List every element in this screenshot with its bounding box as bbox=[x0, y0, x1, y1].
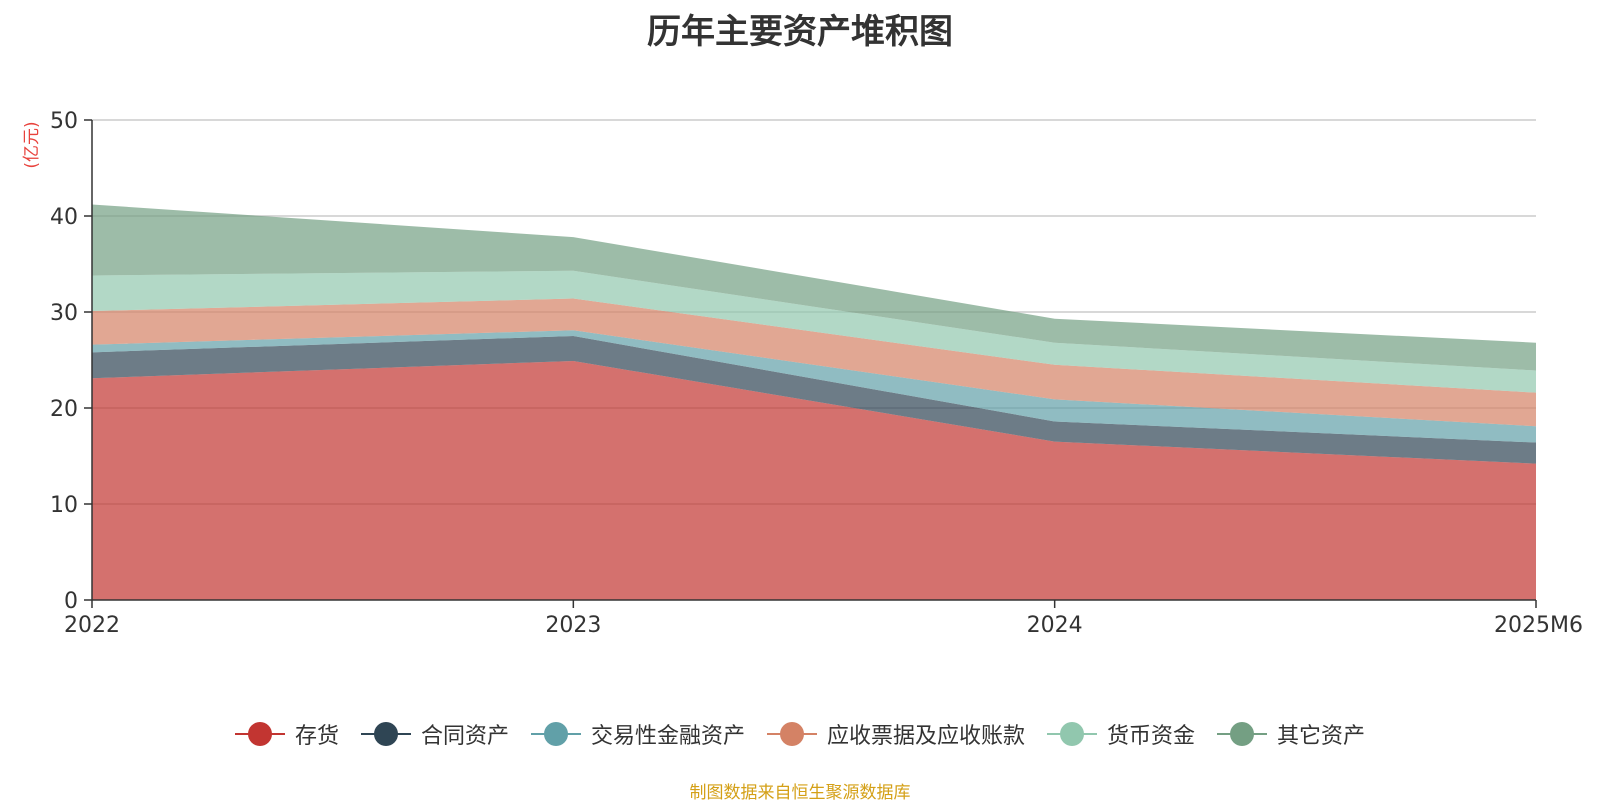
legend-item[interactable]: 其它资产 bbox=[1217, 718, 1365, 750]
y-axis-unit-label: (亿元) bbox=[22, 121, 42, 168]
area-series bbox=[92, 270, 1536, 393]
area-series bbox=[92, 330, 1536, 443]
legend-item[interactable]: 应收票据及应收账款 bbox=[767, 718, 1025, 750]
legend-label: 其它资产 bbox=[1277, 724, 1366, 749]
legend-marker-icon bbox=[1217, 722, 1268, 746]
legend-label: 应收票据及应收账款 bbox=[827, 724, 1026, 749]
x-tick-label: 2024 bbox=[1027, 613, 1083, 638]
area-series bbox=[92, 298, 1536, 427]
legend-label: 交易性金融资产 bbox=[590, 724, 745, 749]
legend-marker-icon bbox=[1047, 722, 1098, 746]
legend-label: 合同资产 bbox=[420, 724, 509, 749]
y-tick-label: 50 bbox=[50, 109, 78, 134]
chart-title: 历年主要资产堆积图 bbox=[647, 12, 953, 52]
legend-item[interactable]: 交易性金融资产 bbox=[530, 718, 745, 750]
y-tick-label: 40 bbox=[50, 205, 78, 230]
area-series bbox=[92, 360, 1536, 600]
legend-item[interactable]: 存货 bbox=[234, 718, 339, 750]
data-source-note: 制图数据来自恒生聚源数据库 bbox=[689, 783, 911, 803]
x-tick-label: 2025M6 bbox=[1494, 613, 1583, 638]
y-tick-label: 0 bbox=[64, 589, 78, 614]
legend-item[interactable]: 货币资金 bbox=[1047, 718, 1195, 750]
x-tick-label: 2023 bbox=[545, 613, 601, 638]
legend-label: 存货 bbox=[294, 724, 339, 749]
y-tick-label: 10 bbox=[50, 493, 78, 518]
legend-marker-icon bbox=[360, 722, 411, 746]
stacked-areas bbox=[92, 204, 1536, 600]
legend-marker-icon bbox=[767, 722, 817, 746]
y-tick-label: 30 bbox=[50, 301, 78, 326]
legend-marker-icon bbox=[234, 722, 285, 746]
area-series bbox=[92, 204, 1536, 371]
x-tick-label: 2022 bbox=[64, 613, 120, 638]
y-tick-label: 20 bbox=[50, 397, 78, 422]
axes: 0 10 20 30 40 50 2022 2023 2024 2025M6 bbox=[50, 109, 1583, 638]
legend-item[interactable]: 合同资产 bbox=[360, 718, 509, 750]
legend: 存货 合同资产 交易性金融资产 应收票据及应收账款 货币资金 其它资产 bbox=[0, 718, 1600, 750]
area-series bbox=[92, 336, 1536, 464]
legend-label: 货币资金 bbox=[1107, 724, 1196, 749]
legend-marker-icon bbox=[530, 722, 581, 746]
